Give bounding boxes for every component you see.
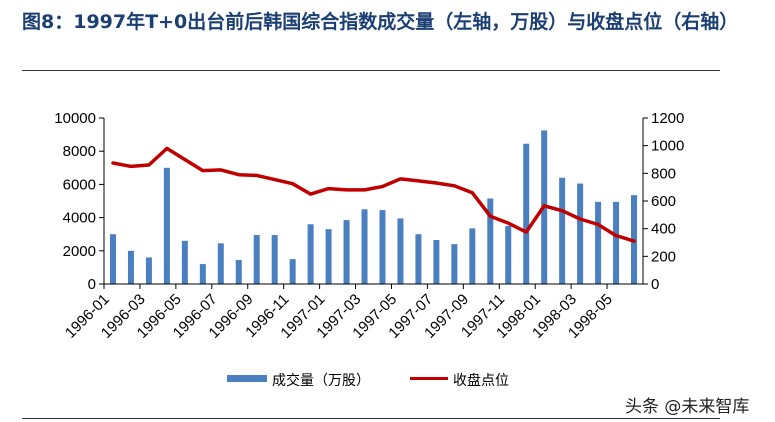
volume-bar: [613, 201, 620, 284]
volume-bar: [325, 229, 332, 284]
y-left-tick-label: 0: [88, 276, 96, 293]
volume-bar: [505, 225, 512, 284]
y-left-tick-label: 10000: [54, 110, 96, 127]
volume-bar: [577, 183, 584, 284]
volume-bar: [127, 250, 134, 284]
legend-label-close: 收盘点位: [453, 372, 509, 389]
volume-bar: [451, 244, 458, 284]
volume-bar: [145, 257, 152, 284]
volume-bar: [253, 235, 260, 284]
volume-bar: [415, 234, 422, 284]
watermark: 头条 @未来智库: [625, 397, 750, 417]
volume-bar: [595, 201, 602, 284]
volume-bar: [343, 220, 350, 284]
footer-divider: [22, 418, 720, 419]
axes: 0 2000 4000 6000 8000 10000 0 200 400 600 800 1000 1…: [54, 110, 684, 342]
y-right-tick-label: 400: [651, 221, 676, 238]
volume-bar: [361, 209, 368, 284]
volume-bar: [469, 228, 476, 284]
y-left-tick-label: 8000: [63, 143, 96, 160]
y-right-tick-label: 200: [651, 248, 676, 265]
volume-bar: [559, 177, 566, 284]
volume-bar: [109, 234, 116, 284]
volume-bar: [289, 259, 296, 284]
y-right-tick-label: 0: [651, 276, 659, 293]
y-left-tick-label: 2000: [63, 243, 96, 260]
volume-bar: [523, 143, 530, 284]
volume-bars: [109, 130, 638, 284]
volume-bar: [181, 240, 188, 284]
volume-bar: [199, 264, 206, 284]
volume-bar: [433, 240, 440, 284]
close-price-line: [111, 146, 636, 243]
legend-swatch-volume: [227, 375, 267, 382]
y-right-tick-label: 800: [651, 165, 676, 182]
volume-bar: [163, 167, 170, 284]
legend-label-volume: 成交量（万股）: [272, 372, 370, 389]
volume-bar: [379, 210, 386, 284]
y-right-tick-label: 600: [651, 193, 676, 210]
y-left-tick-label: 6000: [63, 176, 96, 193]
close-price-line-group: [111, 146, 636, 243]
y-left-tick-label: 4000: [63, 210, 96, 227]
volume-bar: [487, 198, 494, 284]
y-right-tick-label: 1200: [651, 110, 684, 127]
volume-bar: [235, 259, 242, 284]
volume-bar: [271, 235, 278, 284]
volume-bar: [217, 243, 224, 284]
y-right-tick-label: 1000: [651, 138, 684, 155]
legend: 成交量（万股） 收盘点位: [227, 372, 509, 389]
chart-title: 图8：1997年T+0出台前后韩国综合指数成交量（左轴，万股）与收盘点位（右轴）: [22, 11, 739, 33]
title-divider: [22, 70, 720, 71]
volume-bar: [397, 218, 404, 284]
volume-bar: [307, 224, 314, 284]
